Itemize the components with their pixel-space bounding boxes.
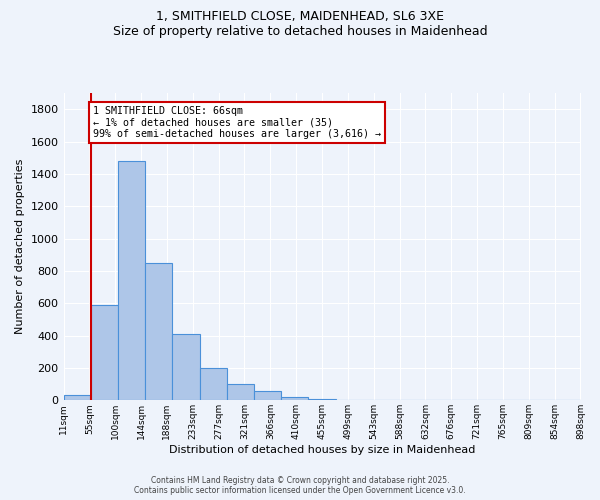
Bar bbox=[172, 334, 200, 400]
Bar bbox=[281, 397, 308, 400]
Bar bbox=[118, 161, 145, 400]
Bar bbox=[200, 368, 227, 400]
Bar bbox=[227, 384, 254, 400]
Text: Contains HM Land Registry data © Crown copyright and database right 2025.
Contai: Contains HM Land Registry data © Crown c… bbox=[134, 476, 466, 495]
Bar bbox=[64, 394, 91, 400]
Bar bbox=[254, 392, 281, 400]
X-axis label: Distribution of detached houses by size in Maidenhead: Distribution of detached houses by size … bbox=[169, 445, 475, 455]
Text: 1, SMITHFIELD CLOSE, MAIDENHEAD, SL6 3XE
Size of property relative to detached h: 1, SMITHFIELD CLOSE, MAIDENHEAD, SL6 3XE… bbox=[113, 10, 487, 38]
Bar bbox=[145, 263, 172, 400]
Text: 1 SMITHFIELD CLOSE: 66sqm
← 1% of detached houses are smaller (35)
99% of semi-d: 1 SMITHFIELD CLOSE: 66sqm ← 1% of detach… bbox=[94, 106, 382, 139]
Bar bbox=[91, 305, 118, 400]
Y-axis label: Number of detached properties: Number of detached properties bbox=[15, 159, 25, 334]
